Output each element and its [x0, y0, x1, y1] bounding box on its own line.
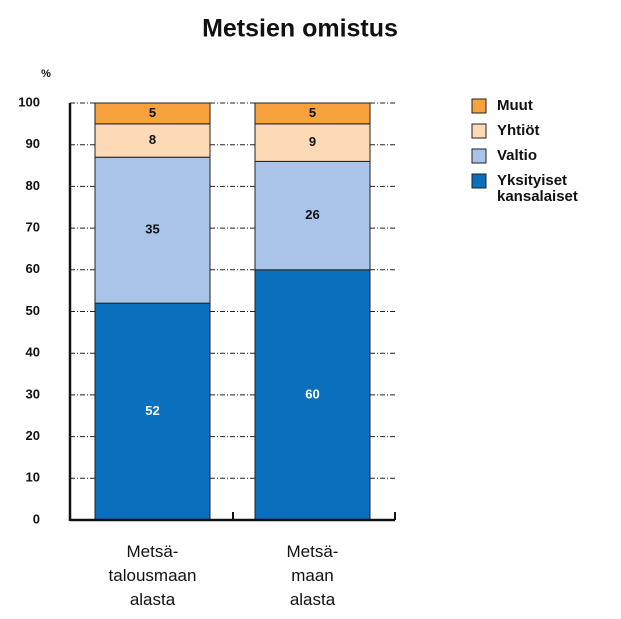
- legend-swatch: [471, 98, 487, 114]
- legend-swatch: [471, 173, 487, 189]
- data-label: 52: [145, 403, 159, 418]
- data-label: 9: [309, 134, 316, 149]
- chart-title: Metsien omistus: [202, 15, 398, 43]
- y-tick-label: 70: [26, 220, 40, 235]
- y-tick-label: 80: [26, 178, 40, 193]
- bar-segment: [94, 123, 211, 158]
- legend-label: Yksityiset kansalaiset: [497, 172, 578, 205]
- bar-segment: [254, 160, 371, 271]
- y-tick-label: 20: [26, 428, 40, 443]
- x-tick-label: Metsä-talousmaan alasta: [109, 542, 197, 609]
- data-label: 35: [145, 222, 159, 237]
- y-tick-label: 90: [26, 136, 40, 151]
- bar-segment: [94, 156, 211, 304]
- axes: 0 10 20 30 40 50 60 70 80 90 100 Metsä-talousmaan al…: [18, 94, 578, 609]
- bar-segment: [94, 102, 211, 125]
- y-tick-label: 60: [26, 261, 40, 276]
- x-tick-label: Metsä-maan alasta: [287, 542, 339, 609]
- bar-segment: [254, 269, 371, 521]
- data-label: 5: [309, 105, 316, 120]
- data-label: 8: [149, 132, 156, 147]
- legend-swatch: [471, 148, 487, 164]
- legend-label: Muut: [497, 97, 533, 114]
- legend-label: Yhtiöt: [497, 122, 540, 139]
- data-label: 26: [305, 207, 319, 222]
- y-tick-label: 100: [18, 94, 40, 109]
- y-tick-label: 0: [33, 511, 40, 526]
- y-unit: %: [41, 68, 51, 80]
- legend-label: Valtio: [497, 147, 537, 164]
- bars: 52 35 8 5 60 26 9 5: [94, 102, 371, 521]
- y-tick-label: 50: [26, 303, 40, 318]
- bar-segment: [94, 302, 211, 521]
- y-tick-label: 10: [26, 470, 40, 485]
- data-label: 60: [305, 386, 319, 401]
- y-tick-label: 40: [26, 345, 40, 360]
- legend-swatch: [471, 123, 487, 139]
- y-tick-label: 30: [26, 386, 40, 401]
- data-label: 5: [149, 105, 156, 120]
- bar-segment: [254, 102, 371, 125]
